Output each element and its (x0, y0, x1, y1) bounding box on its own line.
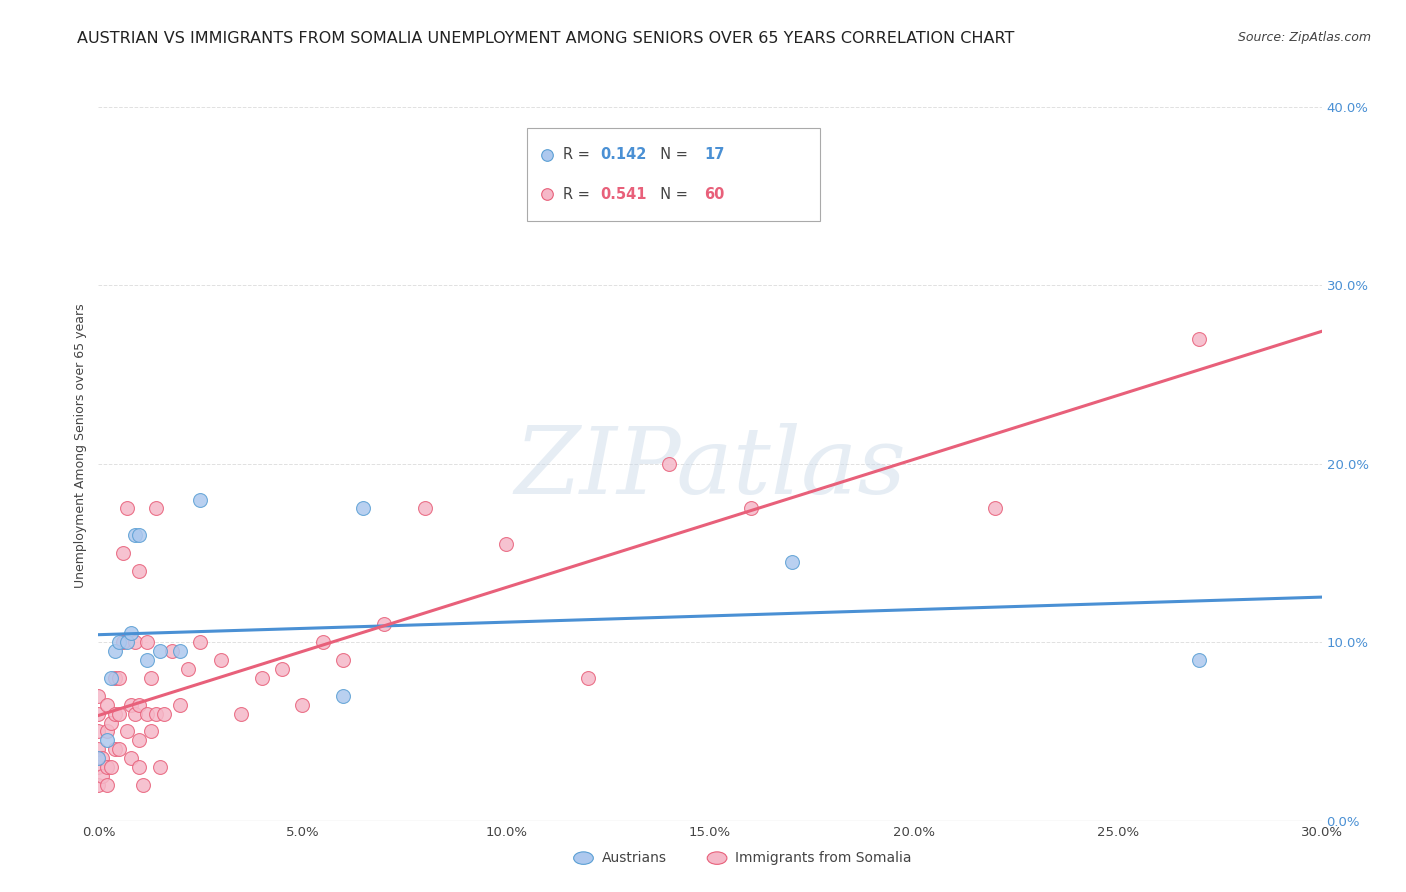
Point (108, 635, 131, 649)
Point (87, 689, 110, 703)
Point (115, 724, 138, 739)
Point (91, 769, 114, 783)
Point (96, 733, 118, 747)
Point (149, 760, 172, 774)
Point (373, 617, 395, 632)
Point (352, 501, 374, 516)
Text: N =: N = (651, 186, 693, 202)
Point (136, 653, 159, 667)
Point (104, 644, 127, 658)
Point (136, 706, 159, 721)
Point (169, 644, 191, 658)
Point (120, 626, 142, 640)
Text: R =: R = (564, 147, 595, 162)
Point (111, 635, 134, 649)
Text: 60: 60 (704, 186, 724, 202)
Point (132, 778, 155, 792)
Point (1188, 653, 1211, 667)
Point (495, 537, 517, 551)
Point (312, 635, 335, 649)
Point (128, 760, 150, 774)
Text: Source: ZipAtlas.com: Source: ZipAtlas.com (1237, 31, 1371, 45)
Text: Austrians: Austrians (602, 851, 666, 865)
Text: 17: 17 (704, 147, 724, 162)
Point (658, 457, 681, 471)
Point (115, 501, 138, 516)
Point (87, 778, 110, 792)
Point (188, 492, 212, 507)
Point (115, 635, 138, 649)
Point (91, 751, 114, 765)
Point (100, 715, 122, 730)
Point (188, 635, 212, 649)
Point (332, 653, 354, 667)
Point (740, 501, 762, 516)
Point (124, 528, 146, 542)
Y-axis label: Unemployment Among Seniors over 65 years: Unemployment Among Seniors over 65 years (75, 303, 87, 589)
Point (291, 698, 314, 712)
Point (145, 706, 167, 721)
Point (128, 528, 150, 542)
Point (128, 698, 150, 712)
Point (141, 671, 163, 685)
Text: ZIPatlas: ZIPatlas (515, 424, 905, 514)
Point (169, 698, 191, 712)
Point (413, 501, 436, 516)
Point (231, 706, 253, 721)
Point (780, 555, 803, 569)
Point (120, 698, 142, 712)
Point (108, 671, 131, 685)
Point (87, 706, 110, 721)
Point (145, 501, 167, 516)
Text: AUSTRIAN VS IMMIGRANTS FROM SOMALIA UNEMPLOYMENT AMONG SENIORS OVER 65 YEARS COR: AUSTRIAN VS IMMIGRANTS FROM SOMALIA UNEM… (77, 31, 1015, 46)
Point (104, 671, 127, 685)
Point (128, 733, 150, 747)
Point (96, 760, 118, 774)
Point (100, 671, 122, 685)
Point (576, 671, 599, 685)
Point (96, 698, 118, 712)
Point (87, 760, 110, 774)
Point (1188, 332, 1211, 346)
Point (96, 778, 118, 792)
Point (209, 653, 232, 667)
Point (108, 742, 131, 756)
Point (250, 671, 273, 685)
Text: N =: N = (651, 147, 693, 162)
Point (984, 501, 1007, 516)
Point (160, 644, 183, 658)
Point (87, 724, 110, 739)
Point (128, 564, 150, 578)
Point (141, 724, 163, 739)
Point (124, 635, 146, 649)
Point (100, 760, 122, 774)
Point (87, 742, 110, 756)
FancyBboxPatch shape (526, 128, 820, 221)
Point (87, 751, 110, 765)
Point (111, 546, 134, 560)
Point (104, 706, 127, 721)
Text: Immigrants from Somalia: Immigrants from Somalia (735, 851, 912, 865)
Point (136, 635, 159, 649)
Point (177, 662, 200, 676)
Text: R =: R = (564, 186, 595, 202)
Point (96, 724, 118, 739)
Point (270, 662, 294, 676)
Point (124, 706, 146, 721)
Point (108, 706, 131, 721)
Text: 0.142: 0.142 (600, 147, 647, 162)
Point (332, 689, 354, 703)
Point (152, 706, 174, 721)
Point (104, 742, 127, 756)
Point (120, 751, 142, 765)
Text: 0.541: 0.541 (600, 186, 647, 202)
Point (149, 644, 172, 658)
